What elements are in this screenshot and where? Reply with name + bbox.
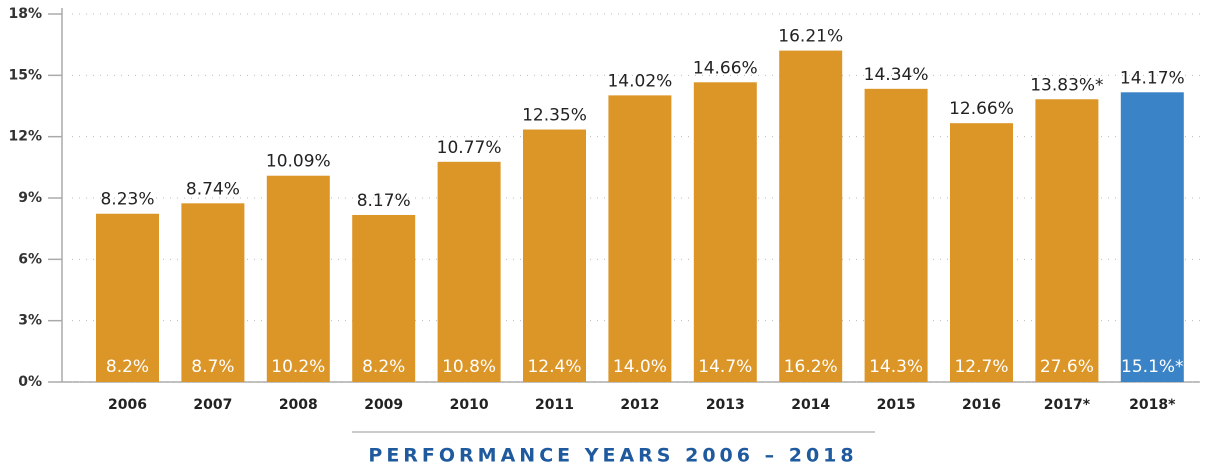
- value-label: 8.74%: [186, 179, 240, 199]
- value-label: 8.17%: [357, 191, 411, 211]
- bar: [96, 213, 159, 382]
- bar-annotation: 16.2%: [784, 357, 838, 377]
- bar: [864, 88, 928, 383]
- bar: [523, 129, 586, 382]
- x-tick-label: 2011: [535, 397, 574, 413]
- bar: [1035, 99, 1099, 383]
- bar: [1120, 92, 1184, 383]
- x-tick-label: 2009: [364, 397, 403, 413]
- x-tick-label: 2010: [450, 397, 489, 413]
- bar-annotation: 8.2%: [106, 357, 149, 377]
- y-tick-label: 18%: [8, 6, 42, 22]
- bar: [608, 95, 672, 382]
- bar: [779, 50, 843, 383]
- bar: [437, 161, 501, 382]
- y-tick-label: 15%: [8, 67, 42, 83]
- y-tick-label: 0%: [18, 374, 42, 390]
- value-label: 13.83%*: [1030, 75, 1103, 95]
- value-label: 10.77%: [437, 138, 502, 158]
- y-tick-label: 9%: [18, 190, 42, 206]
- value-label: 16.21%: [778, 27, 843, 47]
- bar-annotation: 8.2%: [362, 357, 405, 377]
- x-axis-title: PERFORMANCE YEARS 2006 – 2018: [368, 445, 857, 467]
- bar-annotation: 8.7%: [191, 357, 234, 377]
- bar-annotation: 27.6%: [1040, 357, 1094, 377]
- bar: [266, 175, 330, 382]
- value-label: 14.34%: [864, 65, 929, 85]
- bar: [352, 214, 416, 382]
- x-tick-label: 2014: [791, 397, 830, 413]
- x-tick-label: 2007: [193, 397, 232, 413]
- bar: [181, 203, 245, 382]
- bar: [693, 82, 757, 382]
- x-tick-label: 2018*: [1129, 397, 1176, 413]
- y-tick-label: 12%: [8, 129, 42, 145]
- x-tick-label: 2006: [108, 397, 147, 413]
- bar-annotation: 10.2%: [271, 357, 325, 377]
- bar-annotation: 12.4%: [527, 357, 581, 377]
- value-label: 14.66%: [693, 58, 758, 78]
- bar: [950, 123, 1013, 382]
- bar-annotation: 15.1%*: [1121, 357, 1184, 377]
- value-label: 14.02%: [607, 71, 672, 91]
- x-tick-label: 2015: [877, 397, 916, 413]
- x-tick-label: 2016: [962, 397, 1001, 413]
- bar-annotation: 10.8%: [442, 357, 496, 377]
- bar-annotation: 14.3%: [869, 357, 923, 377]
- y-tick-label: 6%: [18, 251, 42, 267]
- bar-annotation: 14.7%: [698, 357, 752, 377]
- bar-annotation: 14.0%: [613, 357, 667, 377]
- bar-annotation: 12.7%: [954, 357, 1008, 377]
- x-tick-label: 2017*: [1044, 397, 1091, 413]
- value-label: 12.35%: [522, 106, 587, 126]
- value-label: 8.23%: [100, 190, 154, 210]
- value-label: 12.66%: [949, 99, 1014, 119]
- value-label: 10.09%: [266, 152, 331, 172]
- x-tick-label: 2013: [706, 397, 745, 413]
- x-tick-label: 2012: [620, 397, 659, 413]
- x-tick-label: 2008: [279, 397, 318, 413]
- y-tick-label: 3%: [18, 313, 42, 329]
- value-label: 14.17%: [1120, 68, 1185, 88]
